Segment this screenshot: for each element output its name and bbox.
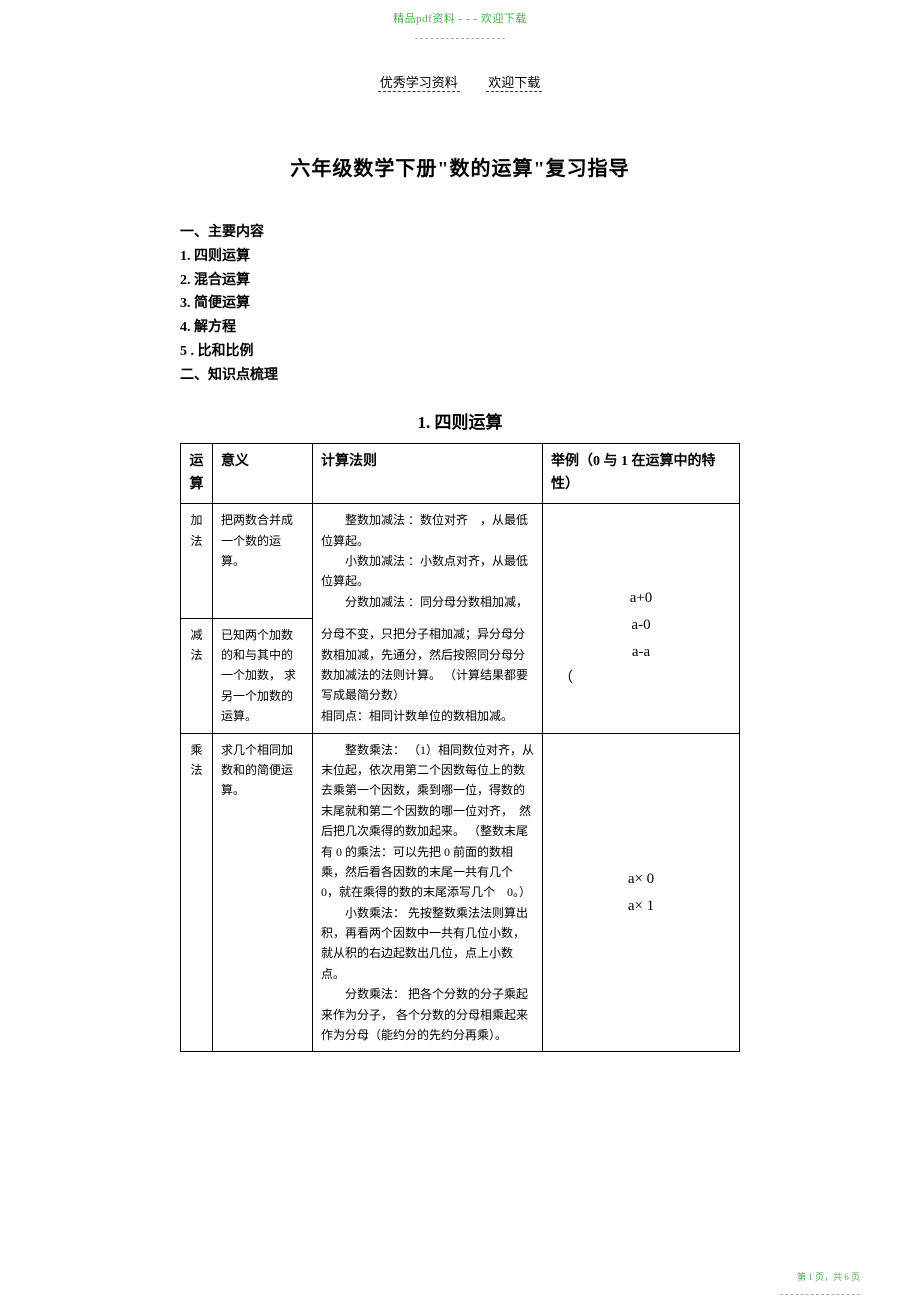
table-row: 加法 把两数合并成一个数的运算。 整数加减法 ：数位对齐 ，从最低位算起。 小数… <box>181 504 740 618</box>
outline-item: 3. 简便运算 <box>180 292 740 316</box>
header-left: 优秀学习资料 <box>378 72 460 92</box>
watermark-top: 精品pdf资料 - - - 欢迎下载 <box>0 0 920 26</box>
outline-heading-2: 二、知识点梳理 <box>180 364 740 388</box>
outline-item: 5 . 比和比例 <box>180 340 740 364</box>
cell-examples: a+0 a-0 a-a （ <box>543 504 740 733</box>
cell-op: 乘法 <box>181 733 213 1052</box>
header-right: 欢迎下载 <box>486 72 542 92</box>
table-row: 乘法 求几个相同加数和的简便运算。 整数乘法： （1）相同数位对齐，从末位起，依… <box>181 733 740 1052</box>
outline-item: 4. 解方程 <box>180 316 740 340</box>
doc-header: 优秀学习资料 欢迎下载 <box>0 72 920 92</box>
page-title: 六年级数学下册"数的运算"复习指导 <box>0 152 920 181</box>
cell-rule: 整数乘法： （1）相同数位对齐，从末位起，依次用第二个因数每位上的数去乘第一个因… <box>313 733 543 1052</box>
example-line: a× 0 <box>551 866 731 893</box>
footer-underline <box>780 1294 860 1295</box>
cell-op: 减法 <box>181 618 213 733</box>
outline-heading-1: 一、主要内容 <box>180 221 740 245</box>
cell-examples: a× 0 a× 1 <box>543 733 740 1052</box>
page-number: 第 1 页，共 6 页 <box>797 1270 860 1283</box>
cell-rule: 分母不变，只把分子相加减；异分母分数相加减，先通分，然后按照同分母分数加减法的法… <box>313 618 543 733</box>
col-header-meaning: 意义 <box>213 443 313 504</box>
operations-table: 运算 意义 计算法则 举例（0 与 1 在运算中的特性） 加法 把两数合并成一个… <box>180 443 740 1053</box>
watermark-underline <box>0 28 920 44</box>
example-line: a+0 <box>551 585 731 612</box>
cell-meaning: 求几个相同加数和的简便运算。 <box>213 733 313 1052</box>
outline-item: 2. 混合运算 <box>180 269 740 293</box>
cell-meaning: 把两数合并成一个数的运算。 <box>213 504 313 618</box>
cell-rule: 整数加减法 ：数位对齐 ，从最低位算起。 小数加减法 ：小数点对齐，从最低位算起… <box>313 504 543 618</box>
cell-meaning: 已知两个加数的和与其中的一个加数， 求另一个加数的运算。 <box>213 618 313 733</box>
example-line: a× 1 <box>551 893 731 920</box>
example-line: a-a <box>551 639 731 666</box>
open-paren: （ <box>551 666 731 691</box>
col-header-examples: 举例（0 与 1 在运算中的特性） <box>543 443 740 504</box>
section-title: 1. 四则运算 <box>180 408 740 433</box>
example-line: a-0 <box>551 612 731 639</box>
outline-item: 1. 四则运算 <box>180 245 740 269</box>
table-header-row: 运算 意义 计算法则 举例（0 与 1 在运算中的特性） <box>181 443 740 504</box>
outline: 一、主要内容 1. 四则运算 2. 混合运算 3. 简便运算 4. 解方程 5 … <box>180 221 740 388</box>
col-header-op: 运算 <box>181 443 213 504</box>
col-header-rule: 计算法则 <box>313 443 543 504</box>
cell-op: 加法 <box>181 504 213 618</box>
